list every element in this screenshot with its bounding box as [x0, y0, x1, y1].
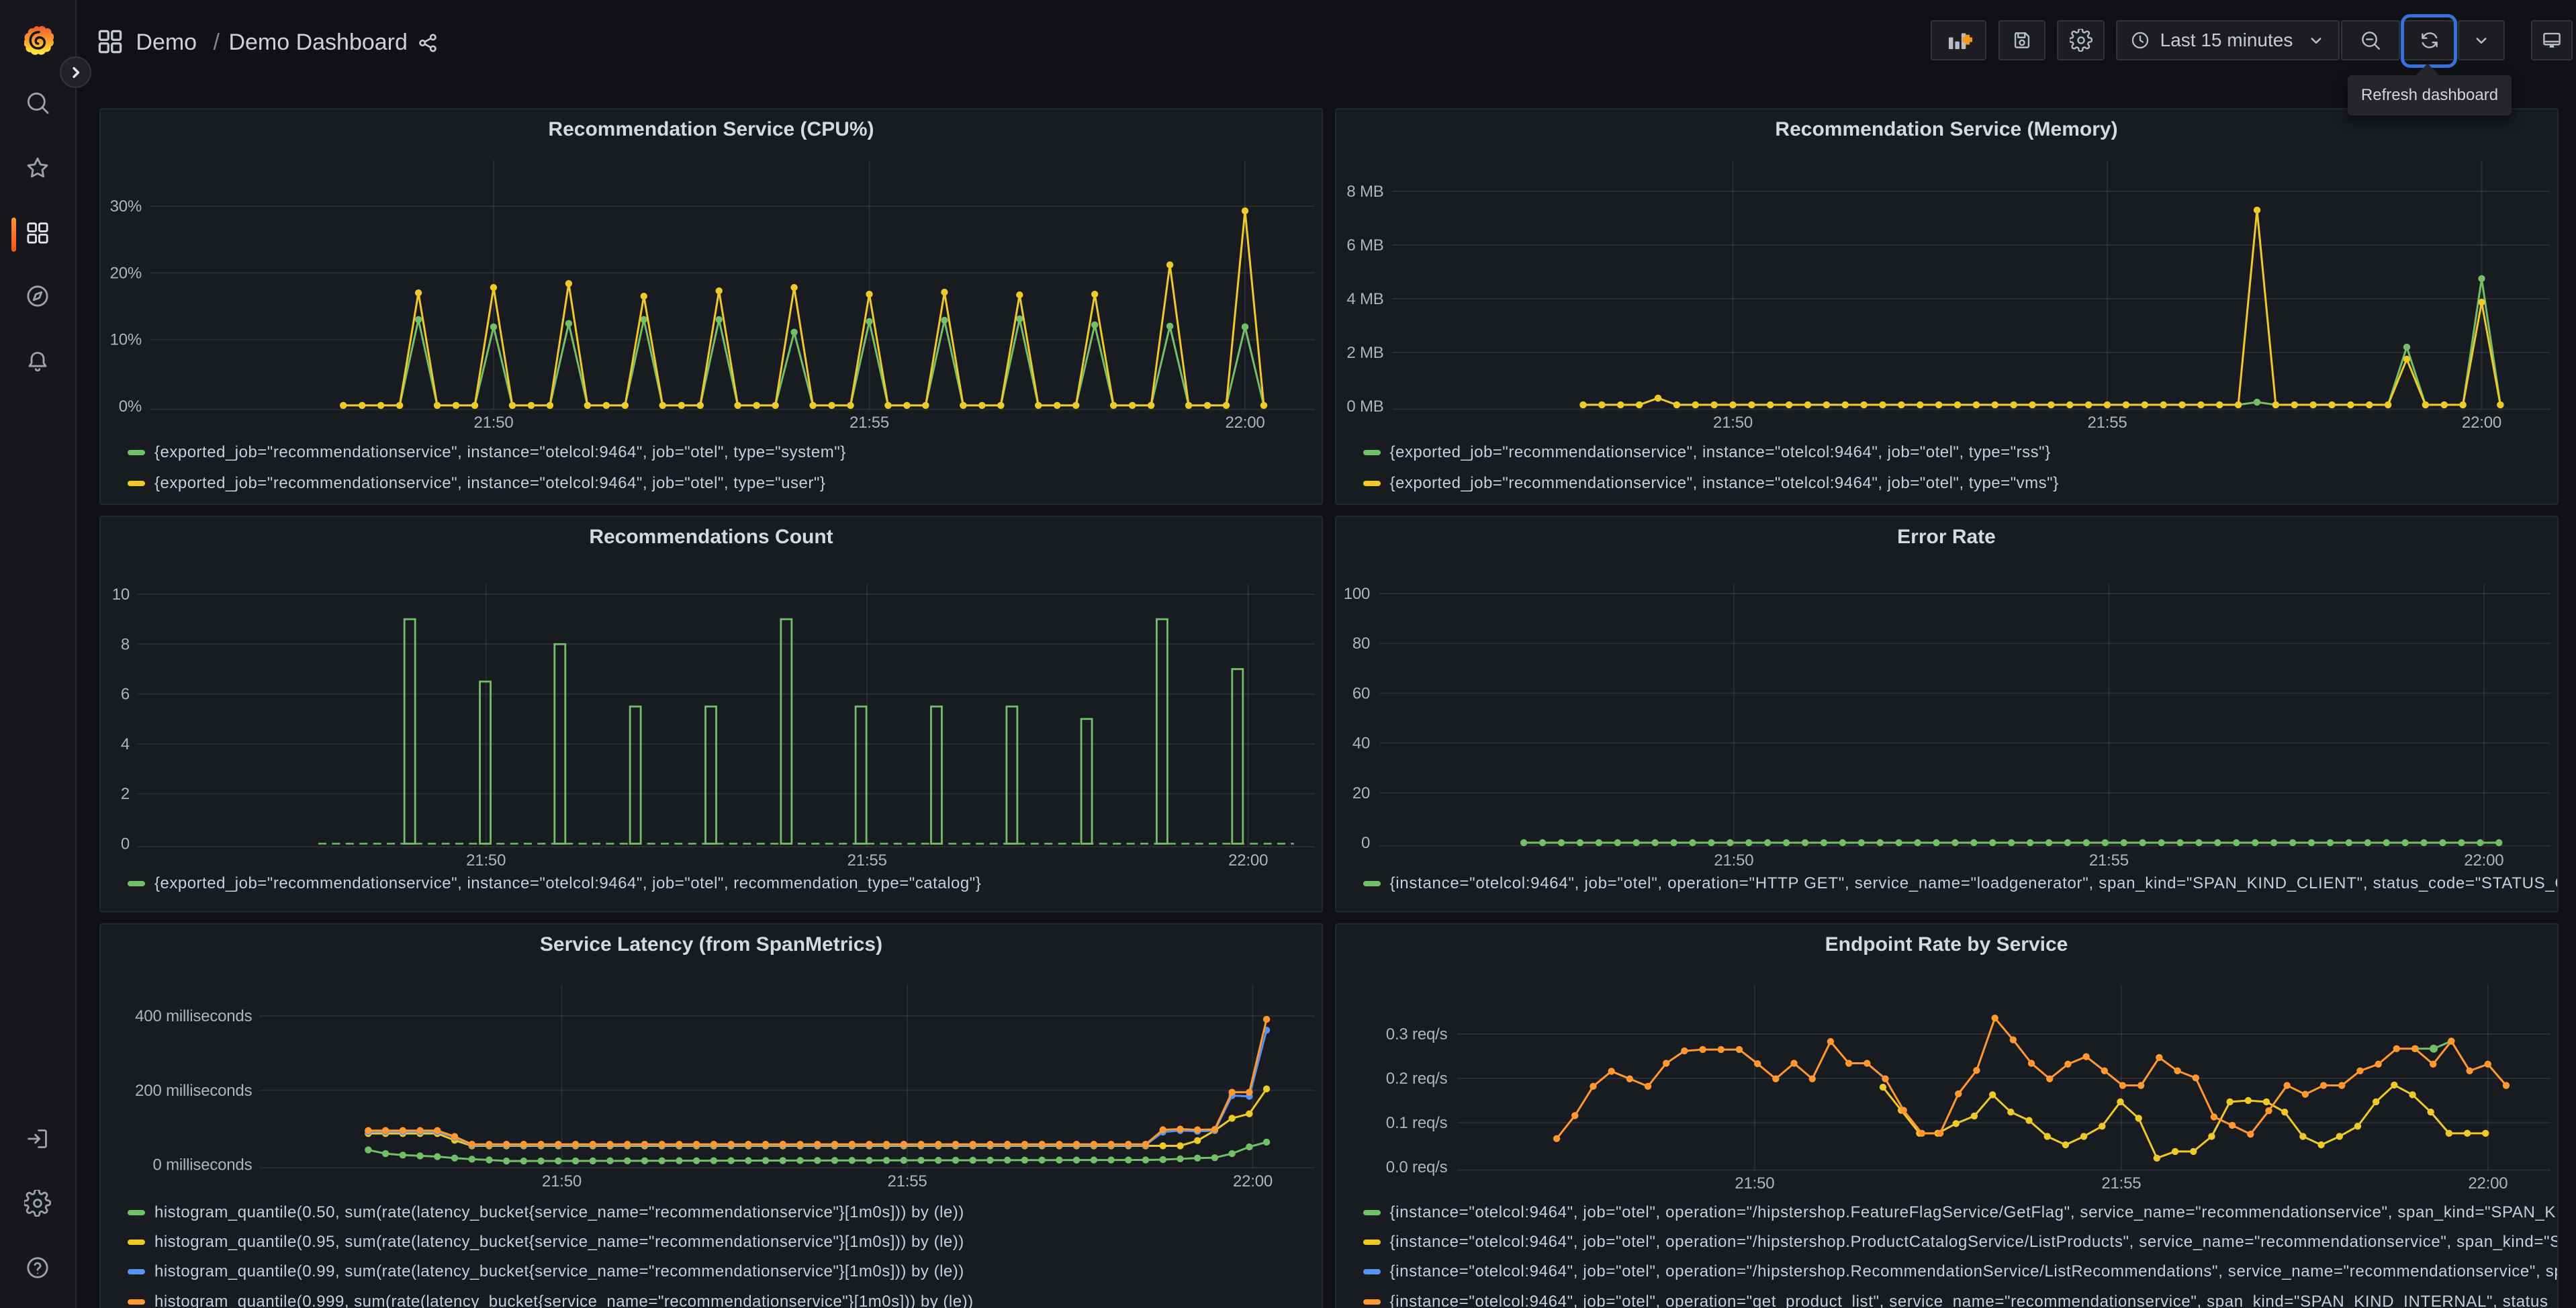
svg-text:400 milliseconds: 400 milliseconds — [135, 1007, 252, 1025]
svg-text:21:55: 21:55 — [849, 414, 889, 432]
svg-text:30%: 30% — [110, 197, 142, 216]
svg-text:22:00: 22:00 — [2468, 1174, 2508, 1193]
svg-text:22:00: 22:00 — [1228, 851, 1268, 870]
svg-text:2 MB: 2 MB — [1346, 344, 1383, 362]
svg-text:21:50: 21:50 — [1712, 414, 1752, 432]
svg-text:0.1 req/s: 0.1 req/s — [1385, 1114, 1447, 1132]
svg-text:22:00: 22:00 — [2461, 414, 2501, 432]
svg-text:21:50: 21:50 — [466, 851, 506, 870]
svg-text:4 MB: 4 MB — [1346, 290, 1383, 308]
svg-text:21:55: 21:55 — [887, 1172, 927, 1190]
svg-text:0.3 req/s: 0.3 req/s — [1385, 1025, 1447, 1043]
svg-text:21:50: 21:50 — [473, 414, 513, 432]
svg-text:21:50: 21:50 — [1714, 851, 1753, 870]
svg-text:80: 80 — [1352, 635, 1369, 653]
svg-text:22:00: 22:00 — [1233, 1172, 1273, 1190]
svg-text:0: 0 — [121, 835, 130, 853]
svg-text:4: 4 — [121, 735, 130, 753]
svg-text:20: 20 — [1352, 784, 1369, 802]
svg-text:100: 100 — [1343, 585, 1369, 603]
svg-text:40: 40 — [1352, 735, 1369, 753]
svg-text:22:00: 22:00 — [2464, 851, 2503, 870]
svg-text:0.2 req/s: 0.2 req/s — [1385, 1070, 1447, 1088]
svg-text:0: 0 — [1361, 834, 1370, 852]
svg-text:200 milliseconds: 200 milliseconds — [135, 1082, 252, 1100]
svg-text:21:50: 21:50 — [1735, 1174, 1774, 1193]
svg-text:8 MB: 8 MB — [1346, 183, 1383, 201]
svg-text:0 MB: 0 MB — [1346, 398, 1383, 416]
svg-text:6 MB: 6 MB — [1346, 236, 1383, 254]
svg-text:21:50: 21:50 — [542, 1172, 582, 1190]
svg-text:0 milliseconds: 0 milliseconds — [152, 1156, 252, 1174]
svg-text:2: 2 — [121, 785, 130, 803]
svg-text:60: 60 — [1352, 684, 1369, 702]
svg-text:0.0 req/s: 0.0 req/s — [1385, 1158, 1447, 1176]
svg-text:8: 8 — [121, 635, 130, 653]
svg-text:10%: 10% — [110, 331, 142, 349]
svg-text:21:55: 21:55 — [2088, 851, 2128, 870]
svg-text:20%: 20% — [110, 264, 142, 282]
svg-text:21:55: 21:55 — [847, 851, 887, 870]
svg-text:22:00: 22:00 — [1225, 414, 1264, 432]
svg-text:6: 6 — [121, 686, 130, 704]
svg-text:21:55: 21:55 — [2101, 1174, 2141, 1193]
svg-text:10: 10 — [112, 586, 130, 604]
svg-text:0%: 0% — [119, 398, 142, 416]
svg-text:21:55: 21:55 — [2087, 414, 2127, 432]
